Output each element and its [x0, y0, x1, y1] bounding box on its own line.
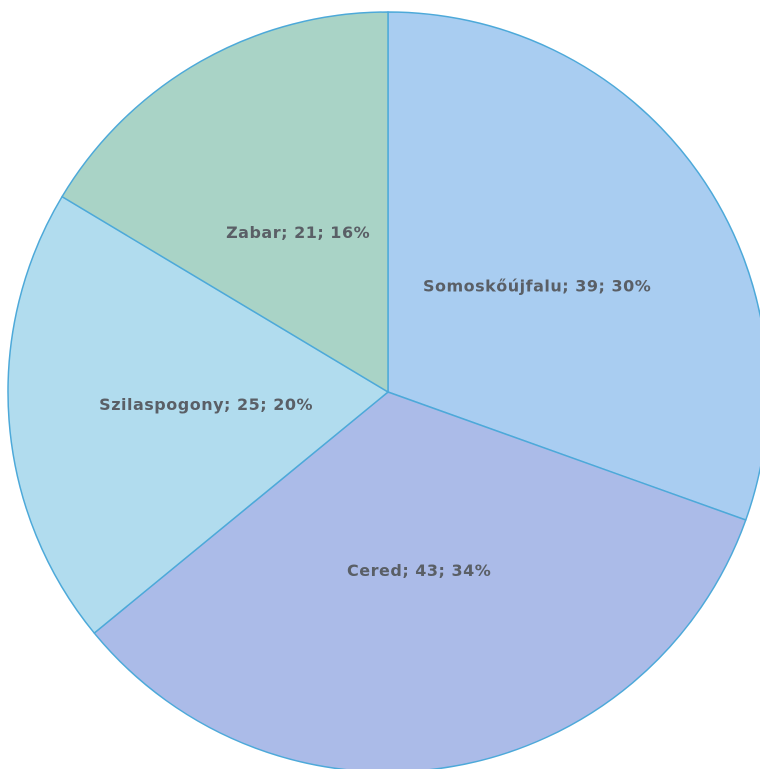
- data-label: Somoskőújfalu; 39; 30%: [423, 276, 651, 295]
- data-label: Szilaspogony; 25; 20%: [99, 395, 313, 414]
- data-label: Zabar; 21; 16%: [226, 223, 370, 242]
- pie-slice: Szilaspogony: [7, 195, 390, 635]
- pie-slice: Somoskőújfalu: [387, 11, 760, 521]
- pie-slice: Zabar: [61, 11, 389, 394]
- data-label: Cered; 43; 34%: [347, 561, 491, 580]
- pie-slice: Cered: [93, 391, 747, 769]
